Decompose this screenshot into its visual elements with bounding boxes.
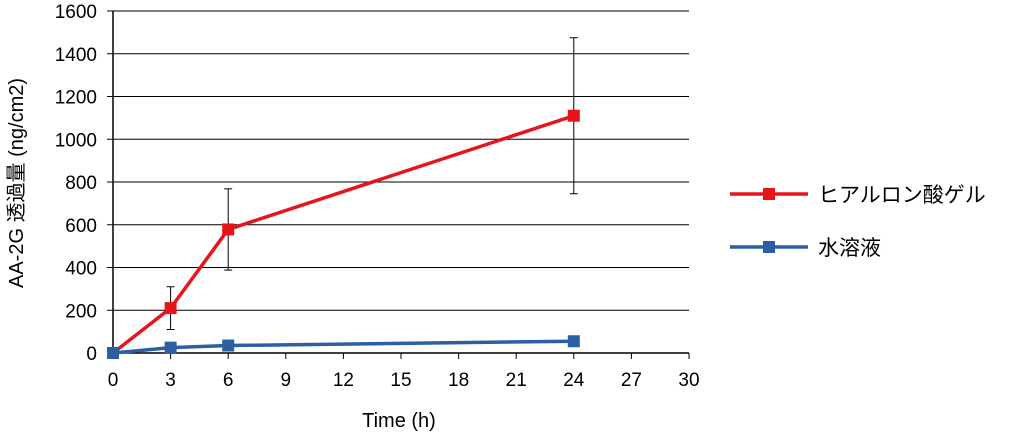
- data-point: [164, 302, 177, 315]
- legend-swatch-marker: [763, 241, 775, 253]
- data-point: [222, 339, 235, 352]
- legend-label: 水溶液: [818, 237, 881, 260]
- x-tick-label: 30: [678, 370, 699, 391]
- y-tick-label: 1200: [55, 88, 97, 109]
- data-markers: [107, 109, 580, 359]
- series-lines: [111, 114, 575, 355]
- x-tick-label: 12: [333, 370, 354, 391]
- y-axis-title: AA-2G 透過量 (ng/cm2): [5, 78, 28, 288]
- series-line: [111, 114, 575, 355]
- y-tick-label: 1400: [55, 45, 97, 66]
- y-tick-label: 400: [65, 259, 97, 280]
- y-tick-label: 1000: [55, 130, 97, 151]
- gridlines: [113, 10, 689, 311]
- y-tick-label: 0: [86, 344, 97, 365]
- x-tick-label: 9: [281, 370, 292, 391]
- legend-label: ヒアルロン酸ゲル: [818, 184, 986, 207]
- x-tick-label: 21: [506, 370, 527, 391]
- y-tick-label: 800: [65, 173, 97, 194]
- x-tick-label: 3: [165, 370, 176, 391]
- x-axis-title: Time (h): [362, 410, 436, 432]
- x-tick-label: 18: [448, 370, 469, 391]
- tick-labels: 0 200 400 600 800 1000 1200 1400 1600 0 3 6 9 12 15 18 2…: [55, 2, 700, 391]
- x-tick-label: 27: [621, 370, 642, 391]
- x-tick-label: 24: [563, 370, 585, 391]
- y-tick-label: 200: [65, 301, 97, 322]
- x-tick-label: 0: [108, 370, 119, 391]
- data-point: [164, 341, 177, 354]
- data-point: [107, 347, 119, 359]
- y-tick-label: 1600: [55, 2, 97, 23]
- data-point: [567, 335, 580, 348]
- axes: [107, 10, 690, 359]
- data-point: [222, 223, 235, 236]
- legend-swatch-marker: [763, 188, 775, 200]
- x-tick-label: 15: [390, 370, 411, 391]
- data-point: [567, 109, 580, 122]
- x-tick-label: 6: [223, 370, 234, 391]
- y-tick-label: 600: [65, 216, 97, 237]
- series-line: [112, 339, 574, 355]
